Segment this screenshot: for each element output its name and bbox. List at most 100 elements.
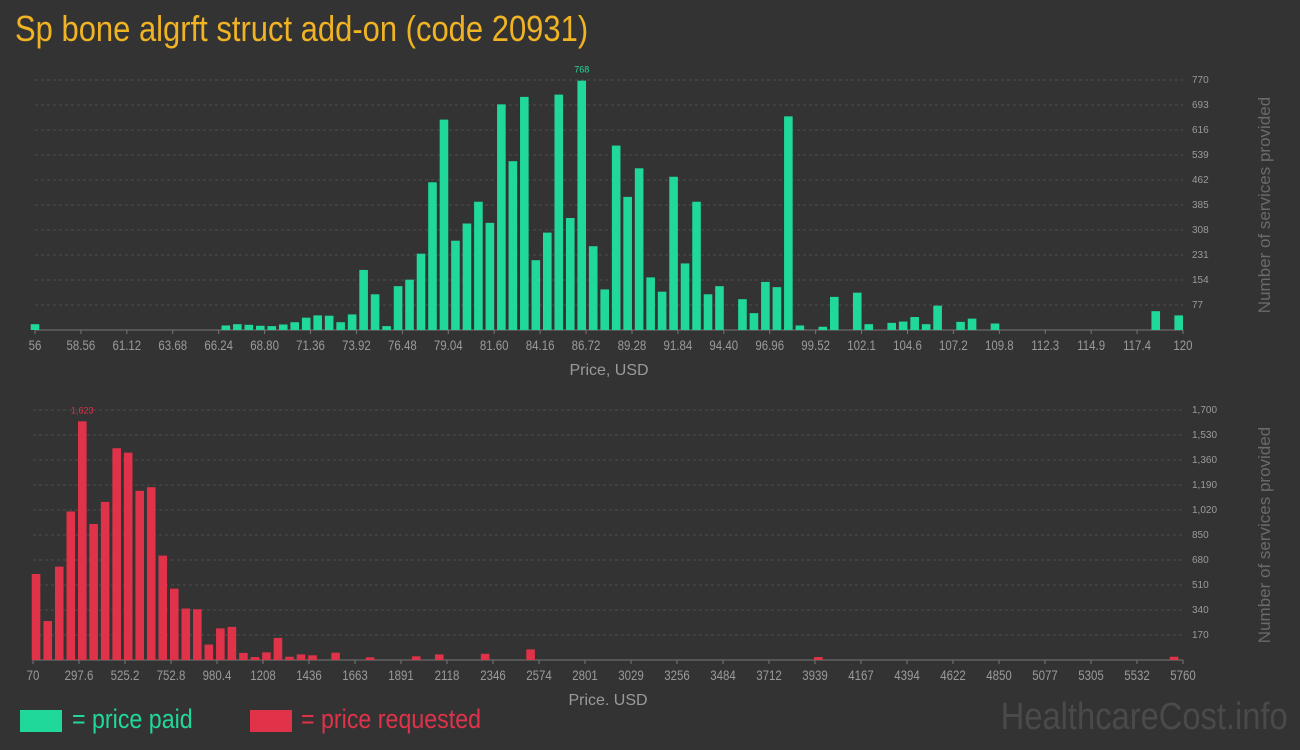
x-tick-label: 107.2	[939, 337, 968, 353]
bar	[749, 313, 759, 330]
x-tick-label: 120	[1173, 337, 1192, 353]
bar	[365, 657, 375, 660]
bar	[31, 573, 41, 660]
x-tick-label: 4394	[894, 667, 920, 683]
max-value-label: 768	[574, 65, 589, 75]
bar	[814, 657, 823, 660]
x-tick-label: 1208	[250, 667, 276, 683]
x-tick-label: 980.4	[203, 667, 232, 683]
x-tick-label: 61.12	[112, 337, 141, 353]
x-tick-label: 81.60	[480, 337, 509, 353]
bar	[933, 305, 942, 330]
x-axis-title: Price, USD	[569, 362, 648, 379]
bar	[898, 321, 908, 330]
y-tick-label: 462	[1192, 175, 1209, 186]
y-tick-label: 1,700	[1192, 405, 1217, 416]
x-tick-label: 114.9	[1077, 337, 1105, 353]
y-axis-title: Number of services provided	[1255, 97, 1274, 313]
bar	[262, 652, 271, 660]
bar	[336, 322, 345, 330]
bar	[135, 490, 145, 660]
price-paid-histogram: 77 154 231 308 385 462 539 616 693 770 56 58.56 61.1…	[29, 65, 1274, 379]
x-tick-label: 96.96	[755, 337, 784, 353]
bar	[818, 326, 828, 330]
bar	[485, 222, 495, 330]
bar	[520, 96, 529, 330]
bar	[611, 145, 621, 330]
x-tick-label: 84.16	[526, 337, 555, 353]
bar	[393, 286, 403, 330]
y-tick-label: 77	[1192, 300, 1204, 311]
x-tick-label: 1663	[342, 667, 368, 683]
bar	[66, 511, 76, 660]
x-tick-label: 94.40	[709, 337, 738, 353]
legend-swatch-paid	[20, 710, 62, 732]
bar	[123, 452, 133, 660]
bar	[784, 116, 793, 330]
x-tick-label: 104.6	[893, 337, 922, 353]
x-tick-label: 109.8	[985, 337, 1014, 353]
bar	[692, 201, 701, 330]
bar	[508, 161, 518, 330]
x-tick-label: 68.80	[250, 337, 279, 353]
bar	[250, 657, 260, 660]
x-tick-label: 4622	[940, 667, 966, 683]
bar	[657, 291, 667, 330]
x-tick-label: 5305	[1078, 667, 1104, 683]
bar	[1151, 311, 1161, 330]
legend-label-paid: = price paid	[72, 704, 193, 734]
bar	[669, 176, 678, 330]
bar	[439, 119, 449, 331]
bar	[370, 294, 380, 330]
bar	[526, 649, 535, 660]
y-tick-label: 385	[1192, 200, 1209, 211]
y-tick-label: 693	[1192, 100, 1209, 111]
y-tick-label: 154	[1192, 275, 1209, 286]
x-tick-label: 3712	[756, 667, 782, 683]
bar	[204, 644, 214, 660]
bar	[600, 289, 609, 330]
y-tick-label: 308	[1192, 225, 1209, 236]
x-tick-label: 5077	[1032, 667, 1058, 683]
bar	[1174, 315, 1183, 330]
bar	[359, 269, 368, 330]
bar	[990, 323, 1000, 330]
bar	[864, 324, 874, 330]
bar	[296, 654, 306, 660]
bar	[829, 296, 839, 330]
bar	[531, 260, 541, 330]
bar	[411, 656, 421, 660]
x-tick-label: 76.48	[388, 337, 417, 353]
y-tick-label: 231	[1192, 250, 1209, 261]
bar	[267, 326, 277, 330]
bar	[382, 326, 391, 330]
legend-label-requested: = price requested	[301, 704, 482, 734]
x-tick-label: 2118	[435, 667, 460, 683]
y-tick-label: 1,530	[1192, 430, 1217, 441]
bar	[715, 286, 724, 330]
bar	[921, 324, 931, 330]
bar	[146, 487, 156, 660]
bar	[462, 223, 472, 330]
x-tick-label: 2801	[572, 667, 598, 683]
bar	[216, 628, 225, 660]
x-tick-label: 2574	[526, 667, 552, 683]
bar	[1169, 656, 1179, 660]
bar	[405, 279, 414, 330]
bar	[703, 294, 713, 330]
y-tick-label: 170	[1192, 630, 1209, 641]
bar	[301, 317, 311, 330]
bar	[761, 281, 770, 330]
bar	[30, 324, 40, 330]
bar	[497, 104, 506, 330]
bar	[795, 325, 805, 330]
bar	[193, 609, 202, 660]
x-tick-label: 4850	[986, 667, 1012, 683]
x-tick-label: 2346	[480, 667, 506, 683]
bar	[278, 324, 288, 330]
max-value-label: 1,623	[71, 405, 94, 415]
x-tick-label: 297.6	[65, 667, 94, 683]
x-tick-label: 1436	[296, 667, 322, 683]
x-tick-label: 102.1	[847, 337, 876, 353]
bar	[331, 652, 340, 660]
